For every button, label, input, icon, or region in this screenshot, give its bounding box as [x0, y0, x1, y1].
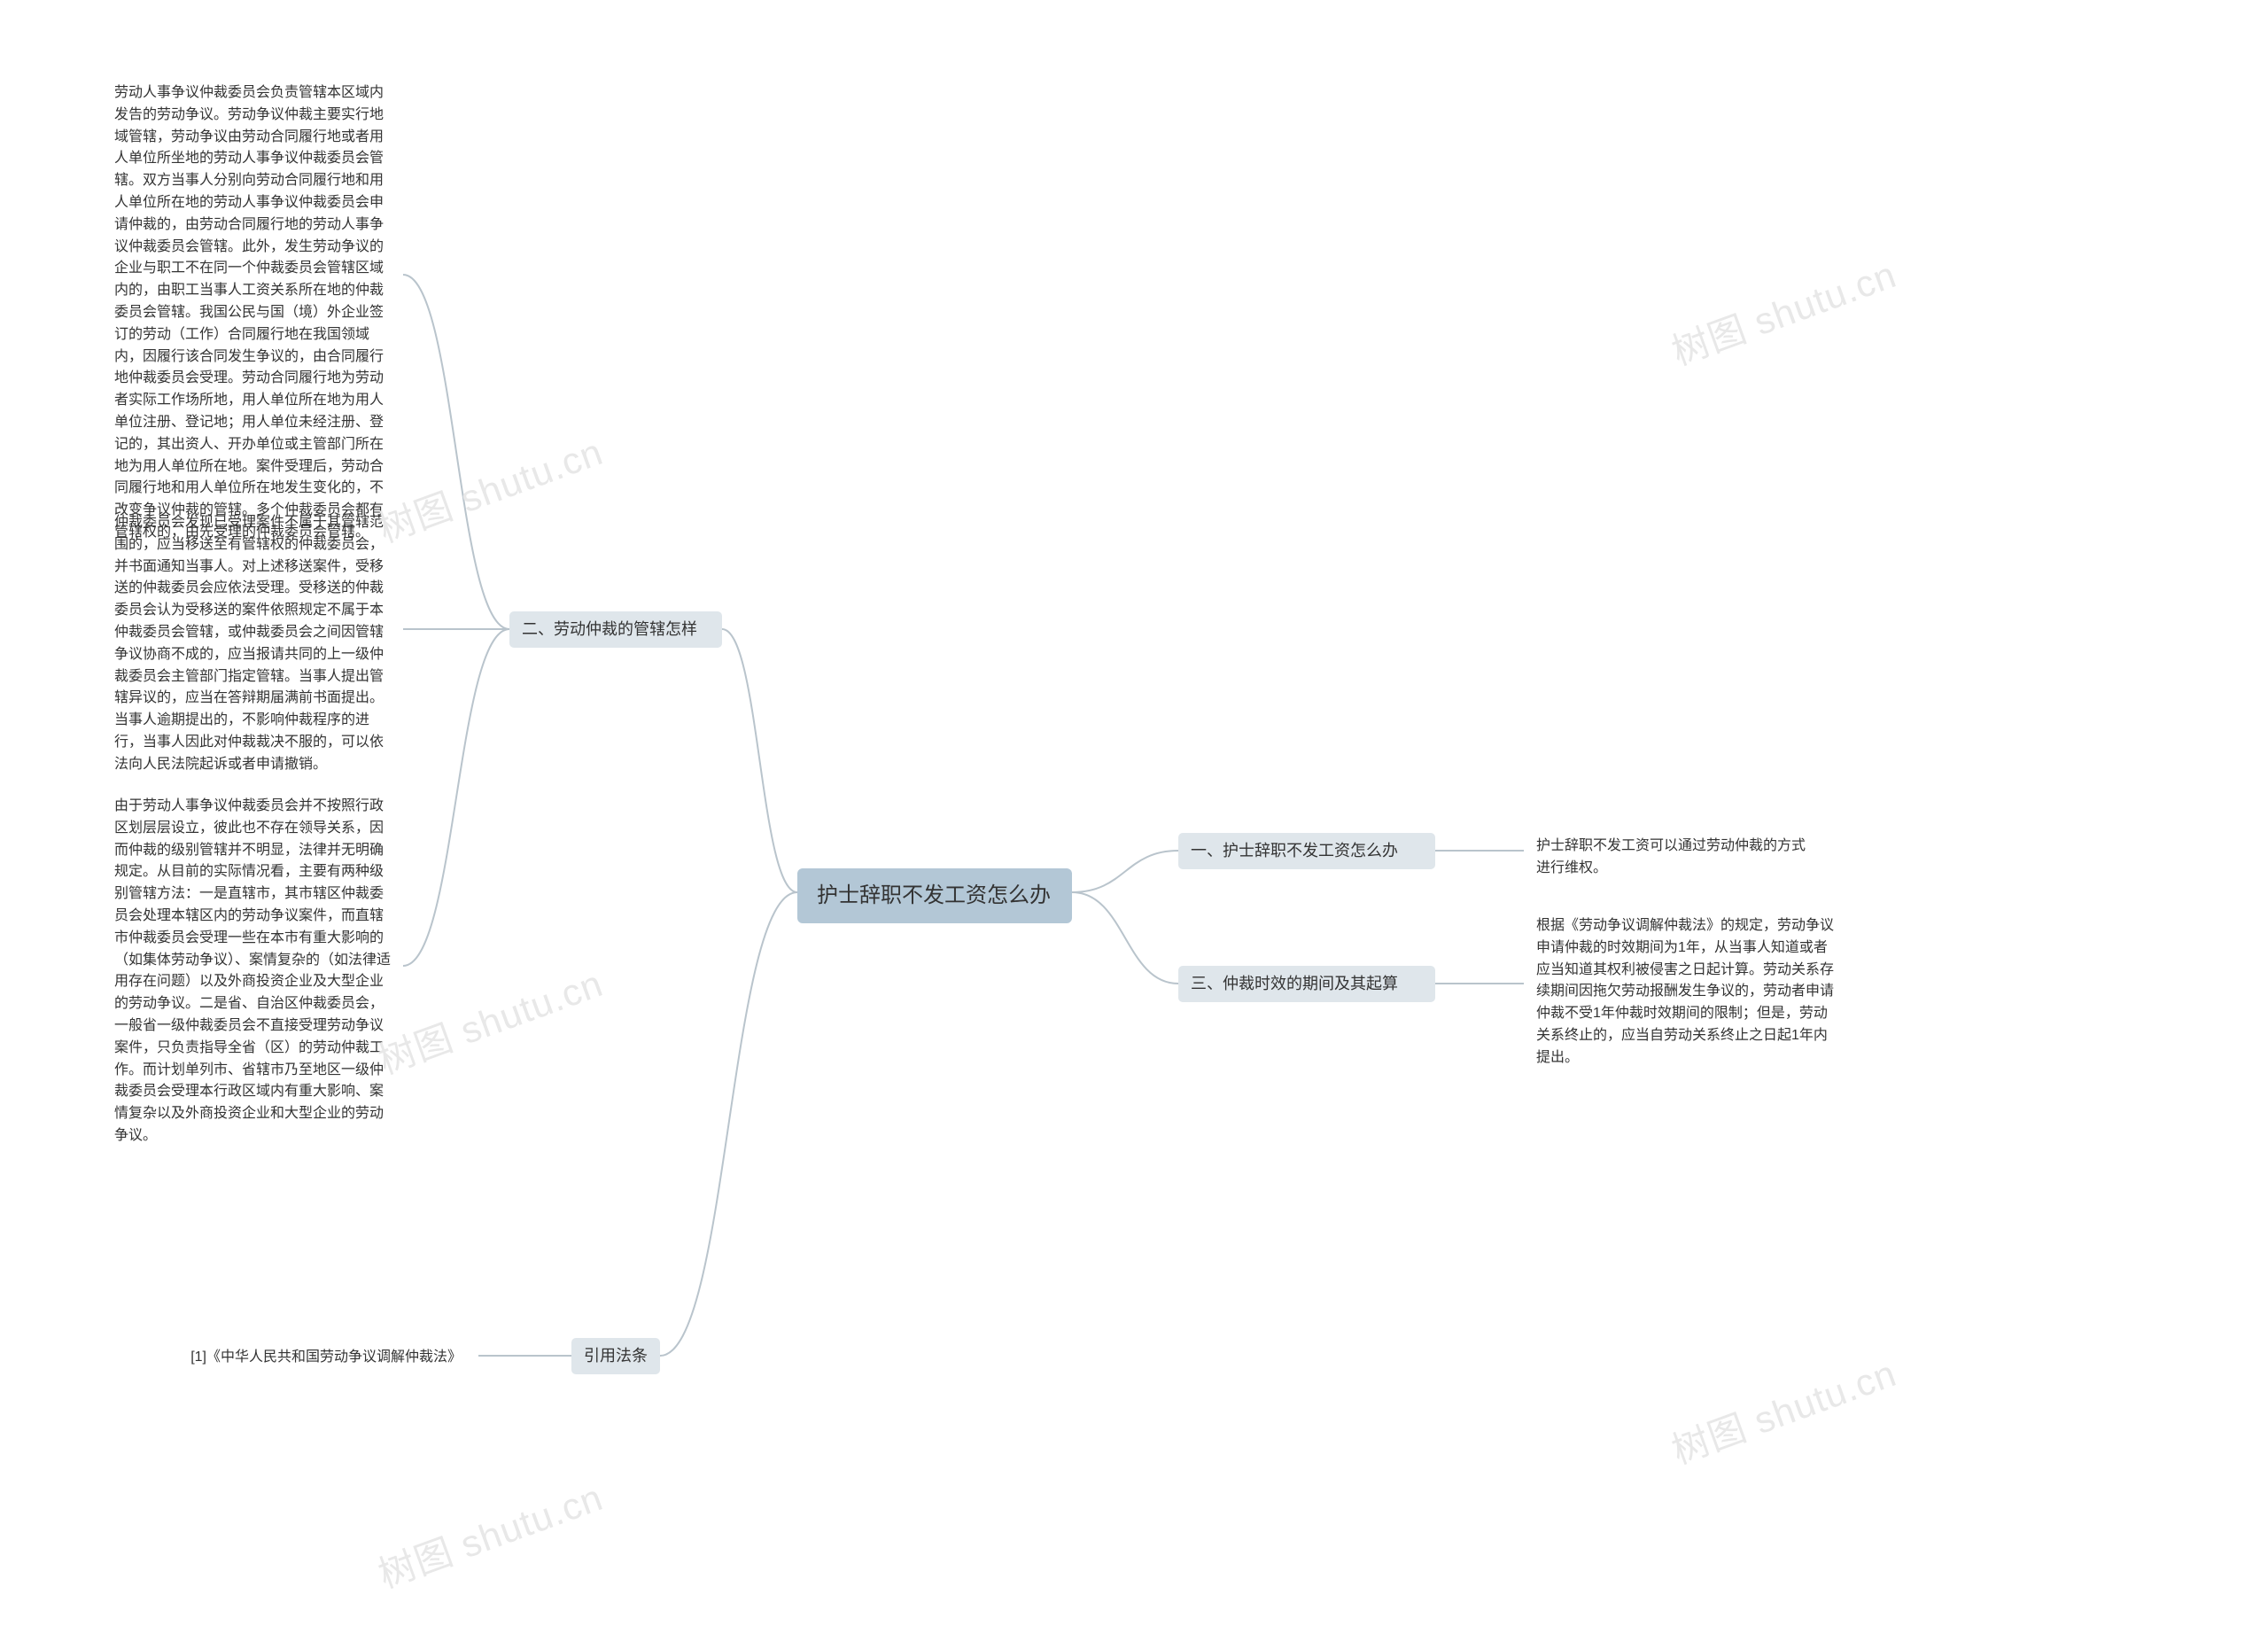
leaf-b2-1: 劳动人事争议仲裁委员会负责管辖本区域内发告的劳动争议。劳动争议仲裁主要实行地域管…	[102, 75, 403, 551]
leaf-b4-1: [1]《中华人民共和国劳动争议调解仲裁法》	[155, 1340, 474, 1376]
watermark: 树图 shutu.cn	[370, 1467, 610, 1598]
leaf-b3-1: 根据《劳动争议调解仲裁法》的规定，劳动争议申请仲裁的时效期间为1年，从当事人知道…	[1524, 908, 1852, 1077]
watermark: 树图 shutu.cn	[1664, 1343, 1903, 1474]
root-node: 护士辞职不发工资怎么办	[797, 868, 1072, 923]
watermark: 树图 shutu.cn	[1664, 245, 1903, 376]
watermark: 树图 shutu.cn	[370, 422, 610, 553]
leaf-b2-3: 由于劳动人事争议仲裁委员会并不按照行政区划层层设立，彼此也不存在领导关系，因而仲…	[102, 789, 403, 1155]
branch-4: 引用法条	[571, 1338, 660, 1374]
leaf-b1-1: 护士辞职不发工资可以通过劳动仲裁的方式进行维权。	[1524, 828, 1825, 887]
leaf-b2-2: 仲裁委员会发现已受理案件不属于其管辖范围的，应当移送至有管辖权的仲裁委员会，并书…	[102, 505, 403, 783]
branch-3: 三、仲裁时效的期间及其起算	[1178, 966, 1435, 1002]
watermark: 树图 shutu.cn	[370, 953, 610, 1085]
branch-2: 二、劳动仲裁的管辖怎样	[509, 611, 722, 648]
branch-1: 一、护士辞职不发工资怎么办	[1178, 833, 1435, 869]
